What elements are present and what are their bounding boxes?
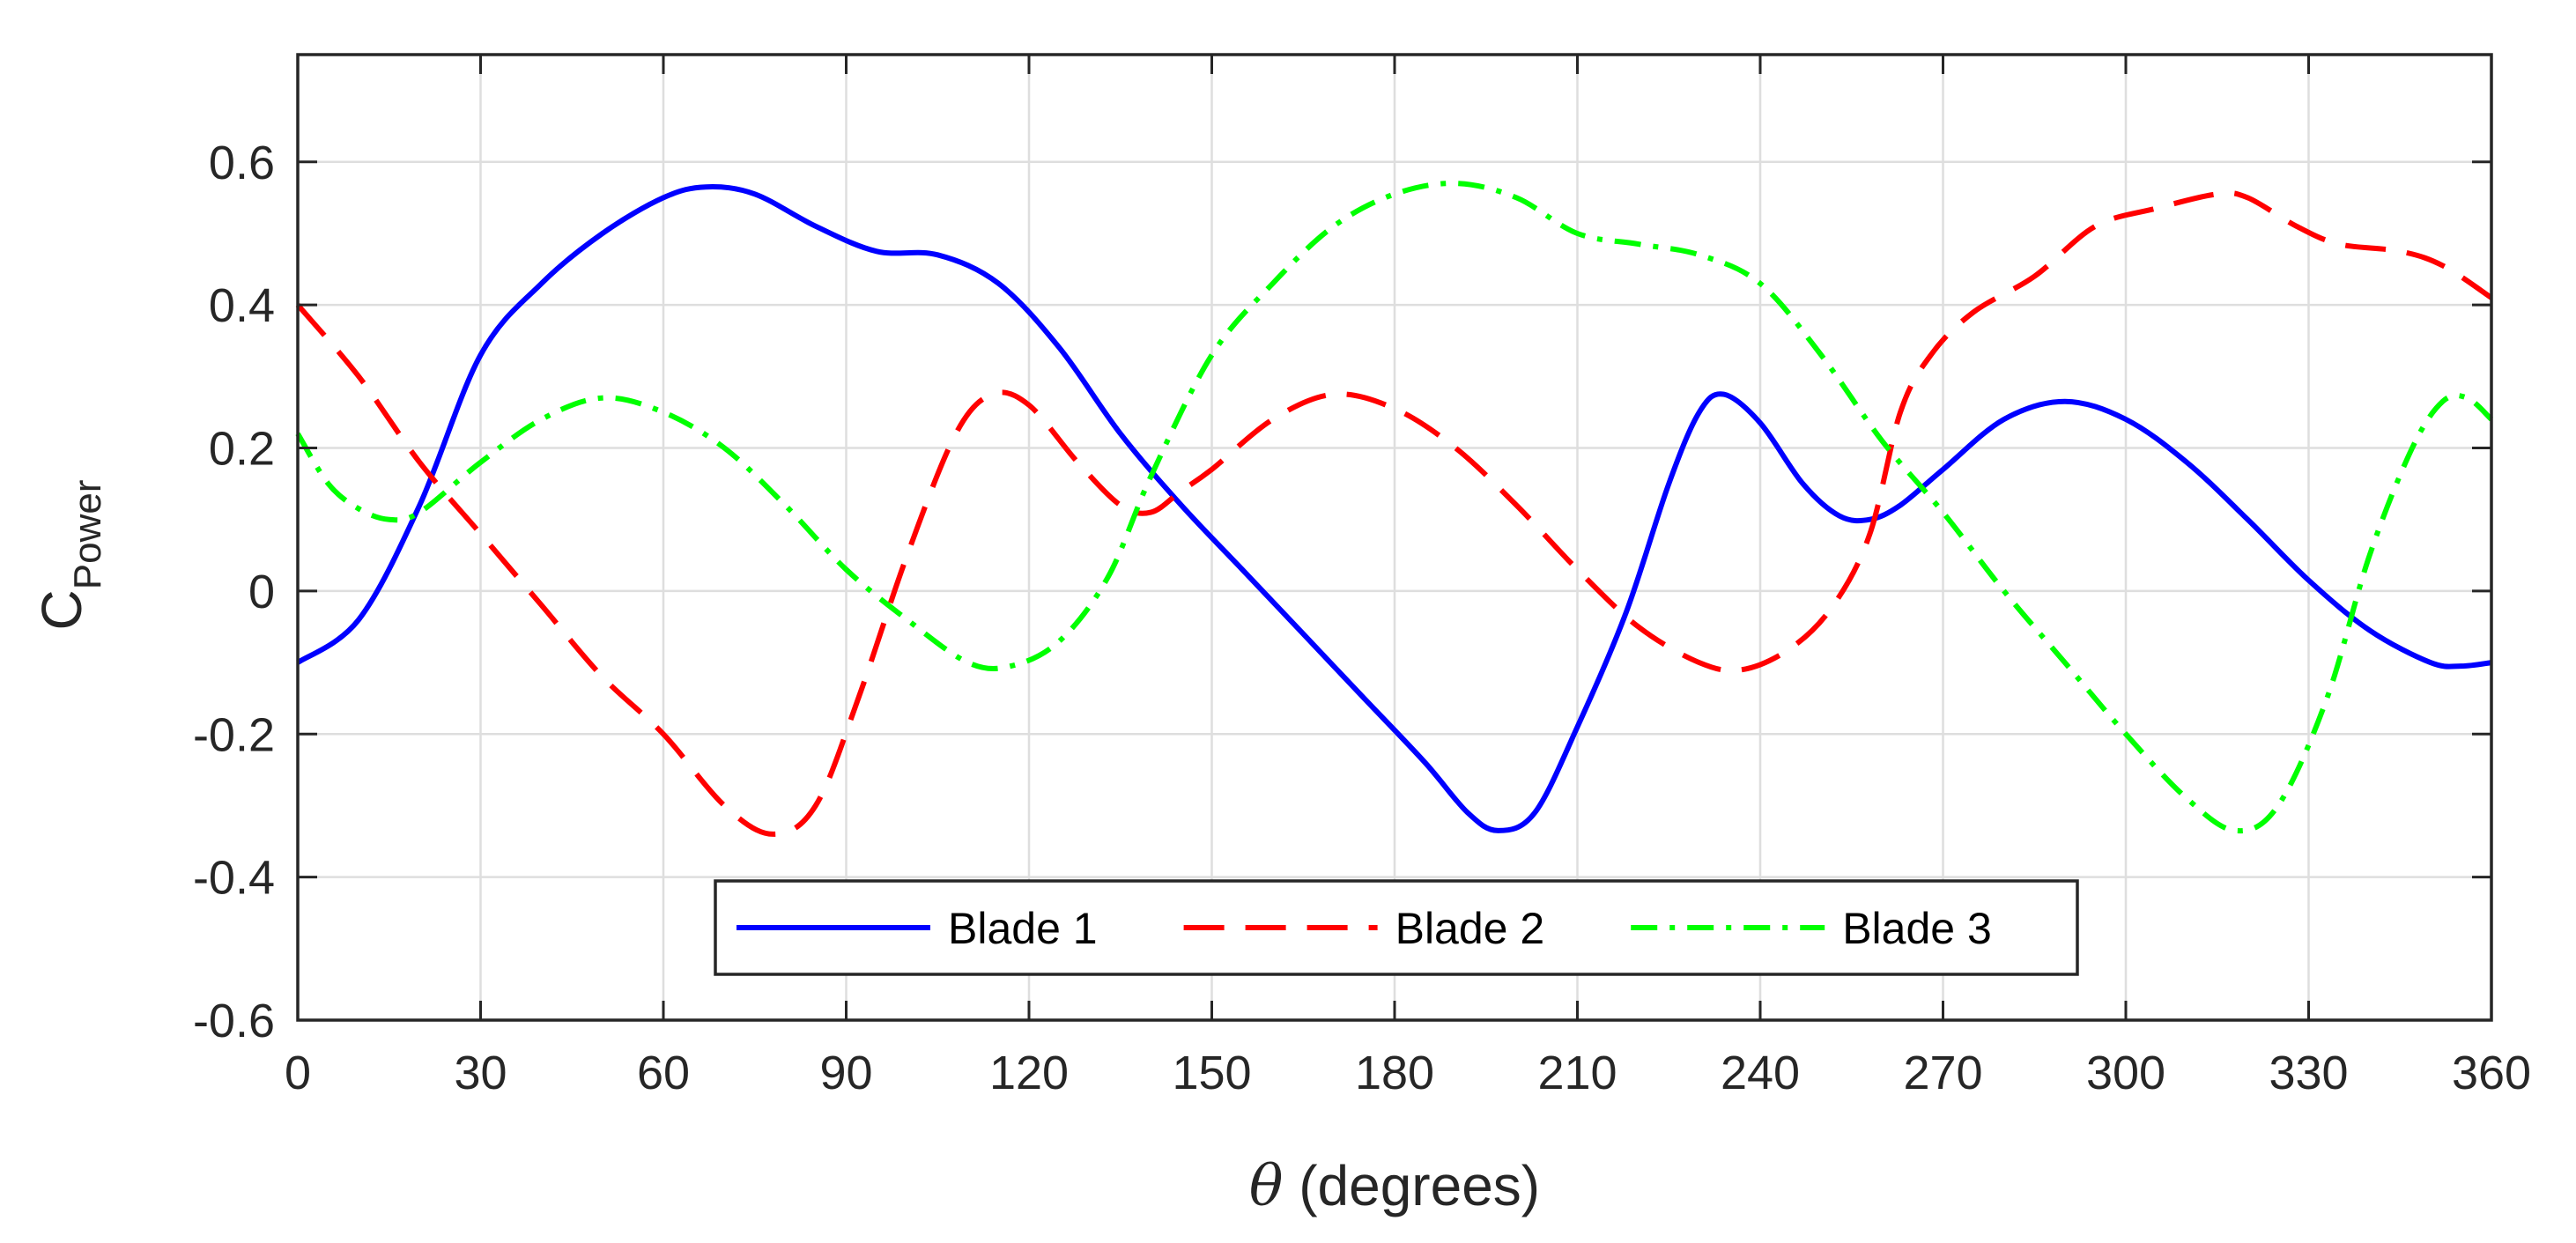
x-axis-label: θ (degrees): [1249, 1154, 1540, 1219]
x-tick-label: 180: [1355, 1047, 1434, 1099]
series-group: [295, 181, 2494, 837]
x-tick-labels: 0 30 60 90 120 150 180 210 240 270 300 330 360: [285, 55, 2531, 1099]
x-tick-label: 120: [989, 1047, 1069, 1099]
x-tick-label: 270: [1903, 1047, 1982, 1099]
y-axis-label: CPower: [30, 480, 109, 631]
x-tick-label: 210: [1537, 1047, 1617, 1099]
x-tick-label: 330: [2269, 1047, 2348, 1099]
legend: Blade 1 Blade 2 Blade 3: [714, 879, 2079, 976]
x-tick-label: 240: [1721, 1047, 1800, 1099]
y-axis-label-subscript: Power: [66, 480, 109, 590]
series-line-blade-2: [295, 190, 2493, 837]
x-tick-label: 30: [454, 1047, 507, 1099]
series-line-blade-3: [295, 181, 2494, 834]
x-tick-label: 360: [2452, 1047, 2531, 1099]
x-axis-symbol: θ: [1249, 1154, 1284, 1219]
legend-label-blade-2: Blade 2: [1395, 904, 1545, 953]
y-tick-label: -0.6: [193, 995, 275, 1047]
y-tick-label: -0.4: [193, 852, 275, 905]
x-axis-text: (degrees): [1283, 1154, 1540, 1217]
x-tick-label: 150: [1172, 1047, 1251, 1099]
legend-label-blade-3: Blade 3: [1842, 904, 1992, 953]
y-tick-label: 0.4: [209, 279, 275, 332]
x-tick-label: 60: [637, 1047, 690, 1099]
legend-box: [714, 879, 2079, 976]
y-tick-label: 0.6: [209, 137, 275, 189]
x-tick-label: 90: [819, 1047, 872, 1099]
x-tick-label: 0: [285, 1047, 311, 1099]
series-line-blade-1: [296, 184, 2492, 833]
y-tick-labels: -0.6 -0.4 -0.2 0 0.2 0.4 0.6: [193, 137, 2491, 1047]
legend-label-blade-1: Blade 1: [948, 904, 1098, 953]
y-axis-label-main: C: [30, 589, 93, 630]
y-tick-label: 0: [248, 566, 275, 618]
y-tick-label: 0.2: [209, 423, 275, 476]
y-tick-label: -0.2: [193, 708, 275, 761]
x-tick-label: 300: [2086, 1047, 2165, 1099]
